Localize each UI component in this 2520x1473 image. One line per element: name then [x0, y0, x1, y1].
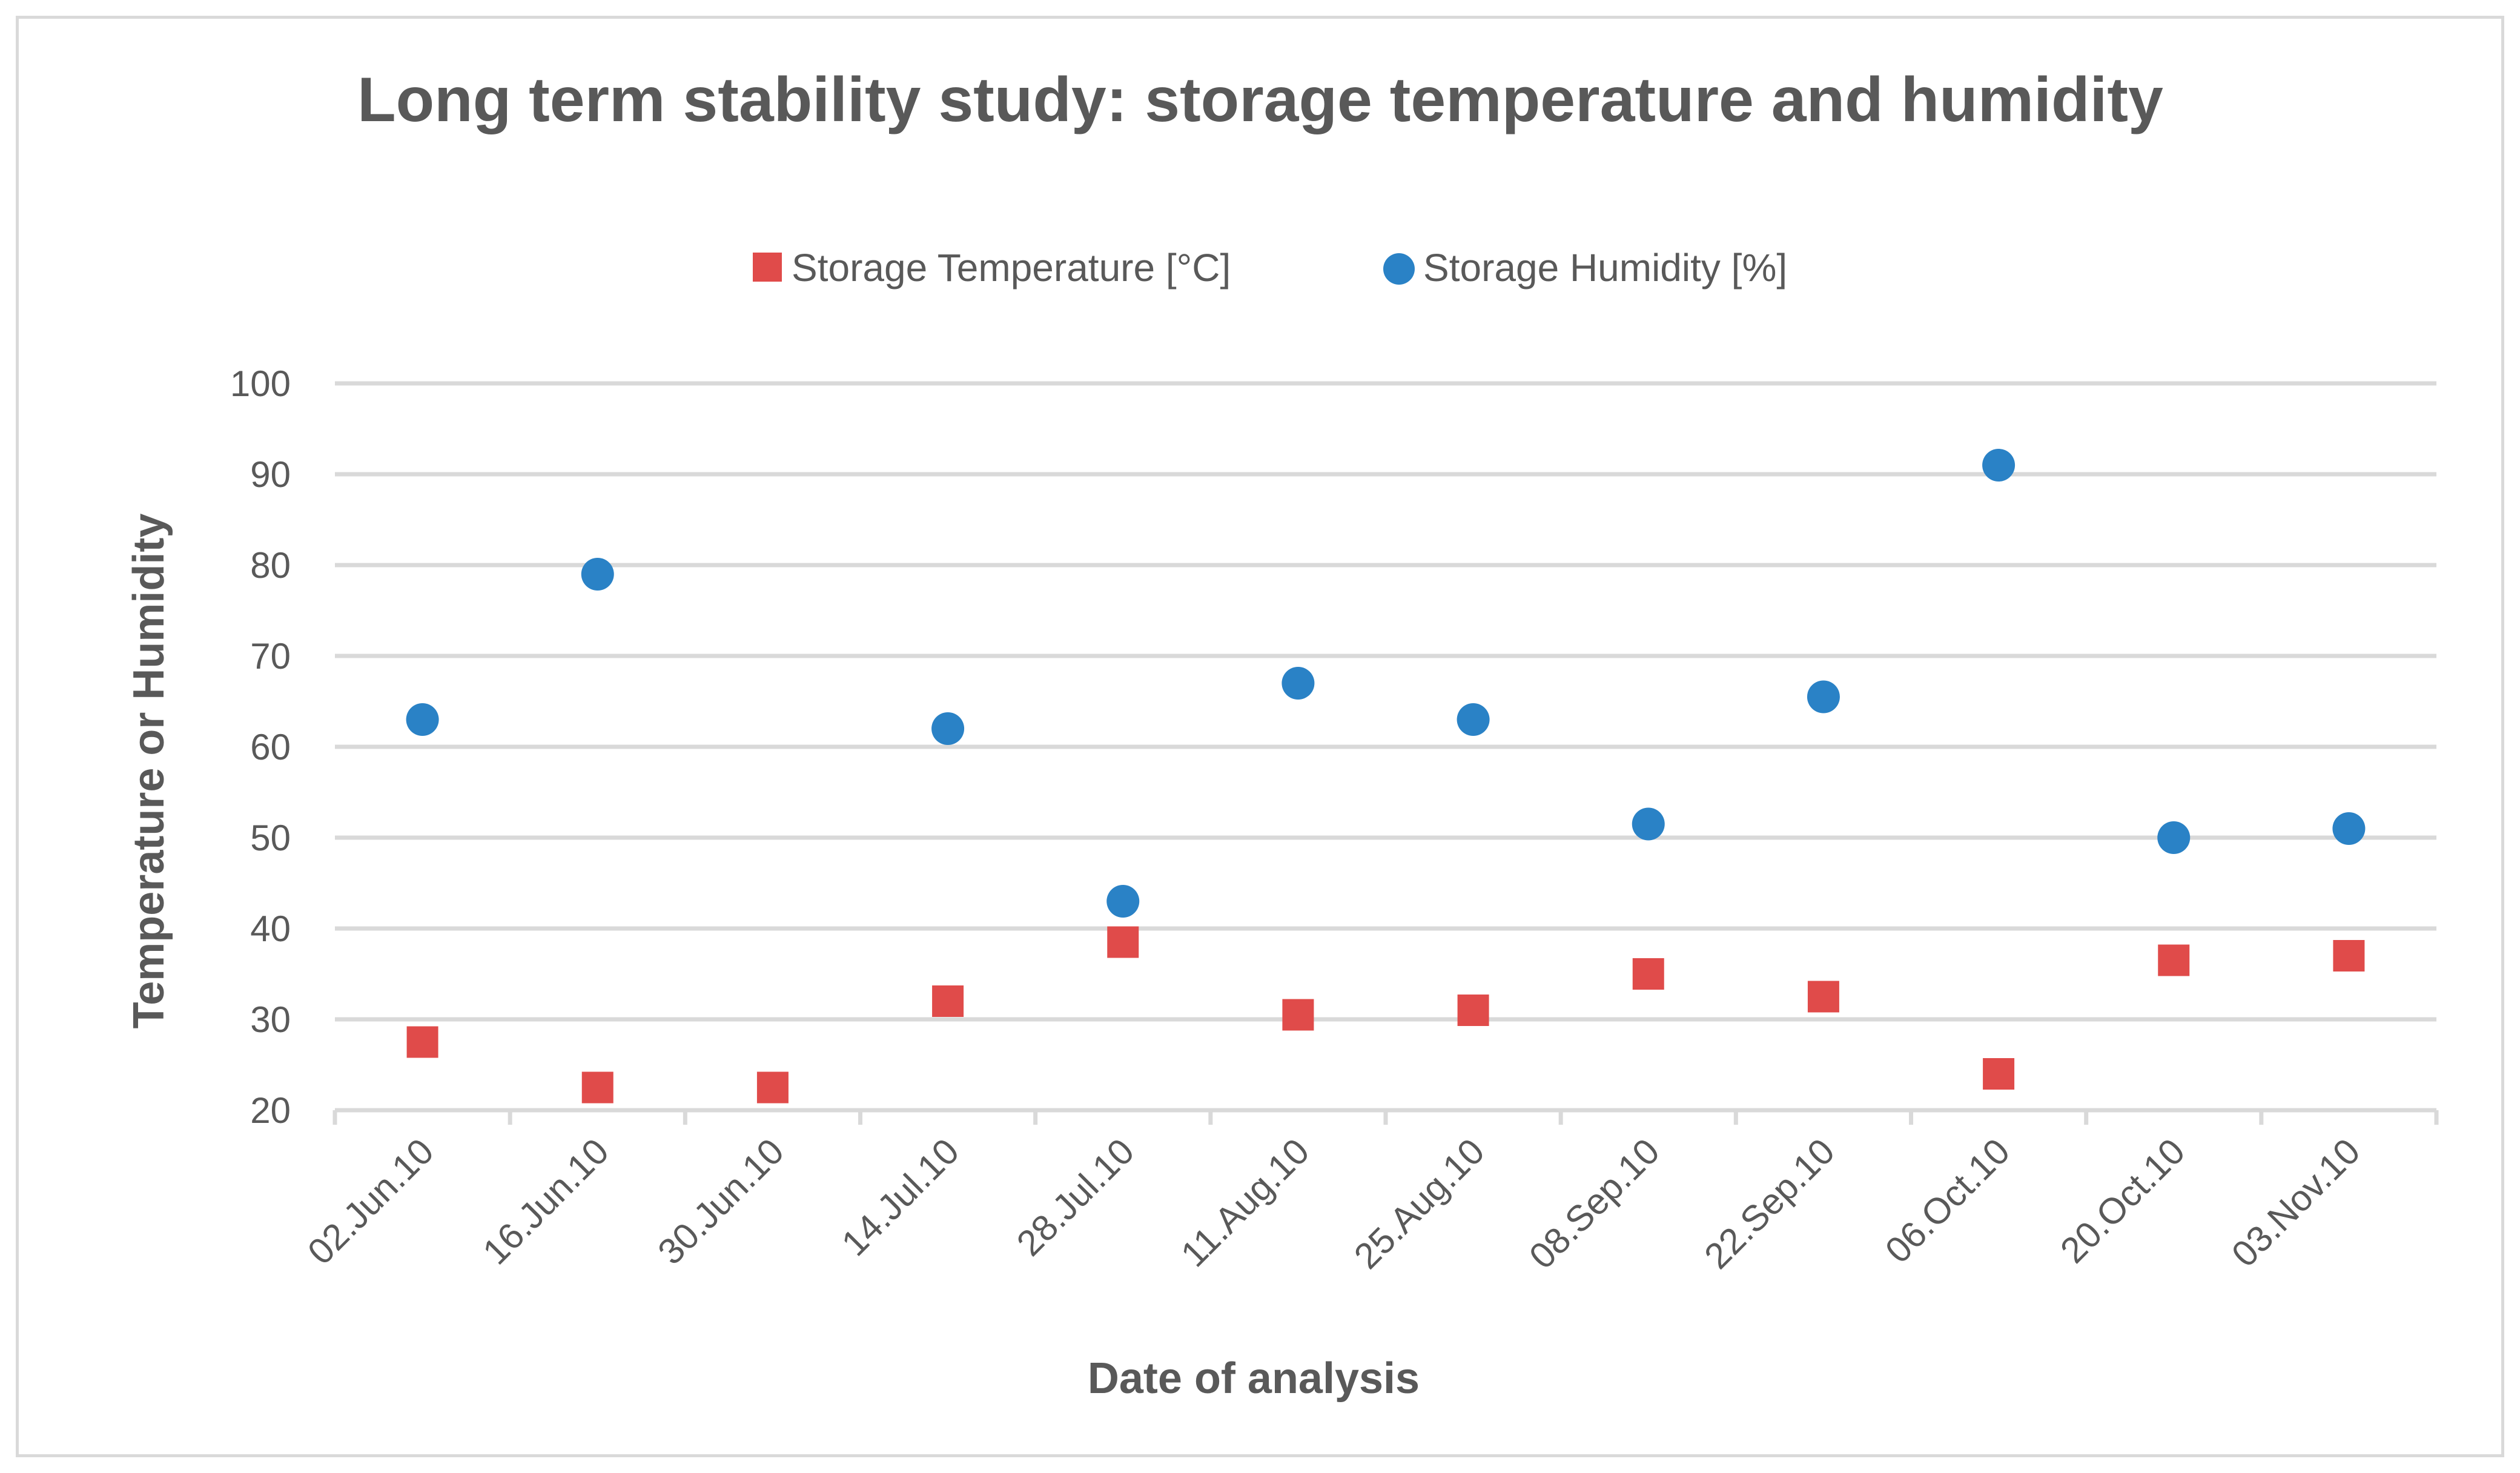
x-tick-label: 11.Aug.10: [1173, 1131, 1317, 1275]
humidity-point: [406, 703, 439, 736]
x-tick-label: 02.Jun.10: [300, 1131, 441, 1273]
y-tick-label: 40: [250, 909, 291, 949]
chart-title: Long term stability study: storage tempe…: [357, 65, 2163, 135]
x-tick-label: 16.Jun.10: [475, 1131, 617, 1273]
legend-marker-humidity: [1383, 253, 1415, 285]
gridlines: [335, 381, 2436, 1022]
humidity-point: [1457, 703, 1490, 736]
chart-frame: [16, 16, 2504, 1457]
temperature-point: [756, 1071, 789, 1104]
temperature-point: [2333, 940, 2365, 972]
humidity-point: [1982, 449, 2016, 482]
humidity-point: [1281, 667, 1315, 700]
temperature-point: [581, 1071, 613, 1104]
temperature-point: [932, 985, 964, 1017]
y-tick-label: 80: [250, 545, 291, 586]
x-tick-label: 22.Sep.10: [1696, 1131, 1842, 1277]
x-tick-label: 14.Jul.10: [834, 1131, 967, 1264]
y-tick-label: 30: [250, 999, 291, 1040]
temperature-point: [406, 1026, 438, 1058]
axes: [332, 1108, 2439, 1125]
y-tick-label: 70: [250, 636, 291, 677]
x-tick-label: 28.Jul.10: [1009, 1131, 1142, 1264]
temperature-point: [1107, 926, 1139, 958]
data-points: [406, 449, 2366, 1104]
y-tick-labels: 20 30 40 50 60 70 80 90 100: [230, 363, 291, 1131]
y-tick-label: 90: [250, 454, 291, 495]
legend-marker-temperature: [753, 253, 782, 282]
legend-label-temperature: Storage Temperature [°C]: [792, 246, 1231, 290]
humidity-point: [2157, 821, 2191, 854]
y-axis-title: Temperature or Humidity: [125, 514, 173, 1029]
temperature-point: [1282, 999, 1314, 1031]
temperature-point: [1632, 958, 1664, 990]
x-tick-label: 06.Oct.10: [1877, 1131, 2017, 1271]
y-tick-label: 60: [250, 727, 291, 767]
legend: Storage Temperature [°C] Storage Humidit…: [753, 246, 1787, 290]
humidity-point: [931, 712, 965, 745]
x-tick-label: 08.Sep.10: [1521, 1131, 1667, 1277]
temperature-point: [1983, 1058, 2015, 1090]
temperature-point: [1457, 995, 1489, 1026]
humidity-point: [1106, 885, 1140, 918]
x-tick-label: 25.Aug.10: [1346, 1131, 1492, 1277]
x-tick-labels: 02.Jun.10 16.Jun.10 30.Jun.10 14.Jul.10 28.J…: [300, 1131, 2368, 1277]
x-tick-label: 30.Jun.10: [650, 1131, 792, 1273]
temperature-point: [2158, 944, 2190, 976]
x-tick-label: 20.Oct.10: [2052, 1131, 2192, 1271]
y-tick-label: 100: [230, 363, 291, 404]
humidity-point: [1632, 807, 1665, 841]
y-tick-label: 50: [250, 818, 291, 858]
temperature-point: [1807, 981, 1839, 1013]
x-tick-label: 03.Nov.10: [2224, 1131, 2368, 1275]
humidity-point: [1807, 680, 1840, 713]
legend-label-humidity: Storage Humidity [%]: [1423, 246, 1787, 290]
humidity-point: [581, 558, 614, 591]
y-tick-label: 20: [250, 1090, 291, 1131]
x-axis-title: Date of analysis: [1088, 1354, 1420, 1403]
humidity-point: [2332, 812, 2366, 845]
